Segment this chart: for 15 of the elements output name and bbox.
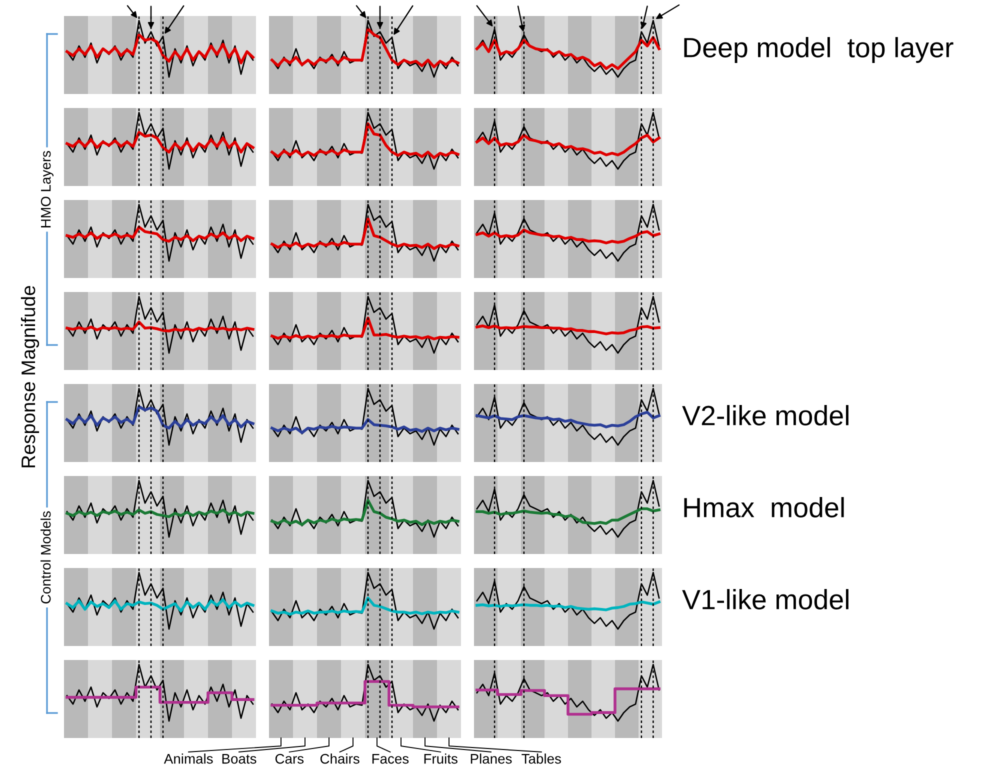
text: Response Magnifude xyxy=(20,286,40,468)
text: Cars xyxy=(275,754,304,764)
text: Tables xyxy=(522,754,561,764)
text: Planes xyxy=(470,754,512,764)
text: Hmax model xyxy=(684,497,844,518)
text: Chairs xyxy=(320,754,360,764)
text: HMO Layers xyxy=(40,151,54,228)
text: Faces xyxy=(372,754,409,764)
text: V1-like model xyxy=(682,589,848,610)
text: Animals xyxy=(164,754,213,764)
text: V2-like model xyxy=(682,405,848,426)
text: Boats xyxy=(222,754,256,764)
text: Control Models xyxy=(40,511,51,604)
text: Fruits xyxy=(424,754,458,764)
text: Deep model top layer xyxy=(684,37,954,63)
